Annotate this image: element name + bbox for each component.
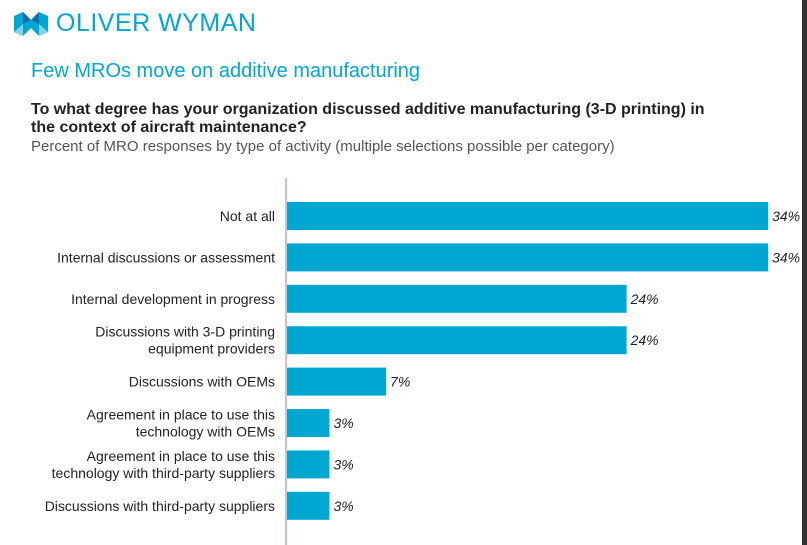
chart-subtitle: Percent of MRO responses by type of acti… xyxy=(31,138,615,155)
category-label: Agreement in place to use this xyxy=(87,407,275,423)
bar xyxy=(287,326,627,355)
category-label: Internal discussions or assessment xyxy=(57,249,275,265)
bar xyxy=(287,367,387,396)
bar xyxy=(287,202,769,230)
data-label: 3% xyxy=(333,456,353,472)
data-label: 24% xyxy=(630,332,659,348)
logo-mark-icon xyxy=(14,11,48,36)
category-label: technology with OEMs xyxy=(136,424,275,440)
brand-name: OLIVER WYMAN xyxy=(56,9,257,37)
data-label: 34% xyxy=(772,208,800,224)
bar xyxy=(287,409,330,437)
bar xyxy=(287,450,330,479)
oliver-wyman-logo: OLIVER WYMAN xyxy=(14,11,256,36)
bar xyxy=(287,491,330,520)
category-label: Agreement in place to use this xyxy=(87,448,275,464)
category-label: equipment providers xyxy=(148,341,275,357)
category-label: Discussions with 3-D printing xyxy=(95,324,275,340)
category-label: Internal development in progress xyxy=(71,291,275,307)
bar xyxy=(287,243,769,272)
data-label: 3% xyxy=(333,498,353,514)
data-label: 7% xyxy=(390,374,410,390)
category-label: Not at all xyxy=(220,208,275,224)
category-label: Discussions with OEMs xyxy=(129,374,275,390)
category-label: Discussions with third-party suppliers xyxy=(45,498,275,514)
category-label: technology with third-party suppliers xyxy=(52,465,275,481)
data-label: 34% xyxy=(772,249,800,265)
chart-title: Few MROs move on additive manufacturing xyxy=(31,60,421,82)
data-label: 24% xyxy=(630,291,659,307)
bar xyxy=(287,284,627,313)
window-edge xyxy=(802,0,807,545)
data-label: 3% xyxy=(333,415,353,431)
chart-question: To what degree has your organization dis… xyxy=(31,101,705,136)
